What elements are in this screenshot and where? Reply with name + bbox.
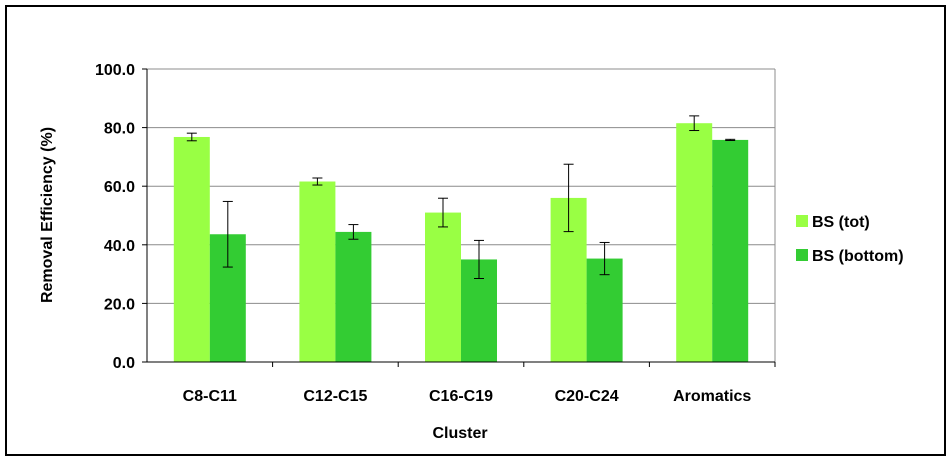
- y-tick-label: 40.0: [104, 238, 135, 255]
- x-tick-labels: C8-C11 C12-C15 C16-C19 C20-C24 Aromatics: [183, 388, 752, 405]
- bar-c12-c15-series-0: [299, 181, 336, 362]
- y-tick-label: 100.0: [95, 62, 135, 79]
- legend-swatch-bs-tot: [796, 215, 808, 227]
- x-tick-label: C16-C19: [429, 388, 493, 405]
- legend: BS (tot) BS (bottom): [796, 214, 904, 265]
- chart-frame: [5, 5, 946, 456]
- bar-c8-c11-series-0: [173, 136, 210, 362]
- x-tick-label: C8-C11: [183, 388, 237, 405]
- legend-label-bs-tot: BS (tot): [812, 214, 870, 231]
- legend-label-bs-bottom: BS (bottom): [812, 248, 904, 265]
- x-axis-title: Cluster: [432, 425, 487, 442]
- bar-aromatics-series-0: [676, 123, 713, 362]
- bar-c20-c24-series-1: [586, 258, 623, 362]
- y-tick-label: 20.0: [104, 296, 135, 313]
- y-tick-labels: 0.0 20.0 40.0 60.0 80.0 100.0: [95, 62, 135, 372]
- bars: [173, 123, 749, 362]
- x-tick-label: Aromatics: [673, 388, 751, 405]
- y-tick-label: 0.0: [113, 355, 135, 372]
- bar-c12-c15-series-1: [335, 231, 372, 362]
- legend-swatch-bs-bottom: [796, 249, 808, 261]
- bar-aromatics-series-1: [712, 139, 749, 362]
- x-tick-label: C20-C24: [555, 388, 619, 405]
- y-tick-label: 80.0: [104, 121, 135, 138]
- x-tick-label: C12-C15: [303, 388, 367, 405]
- gridlines: [147, 68, 776, 362]
- y-tick-label: 60.0: [104, 179, 135, 196]
- bar-c16-c19-series-0: [425, 212, 461, 362]
- error-bars: [186, 115, 736, 279]
- axes: [142, 68, 776, 367]
- y-axis-title: Removal Efficiency (%): [39, 127, 56, 303]
